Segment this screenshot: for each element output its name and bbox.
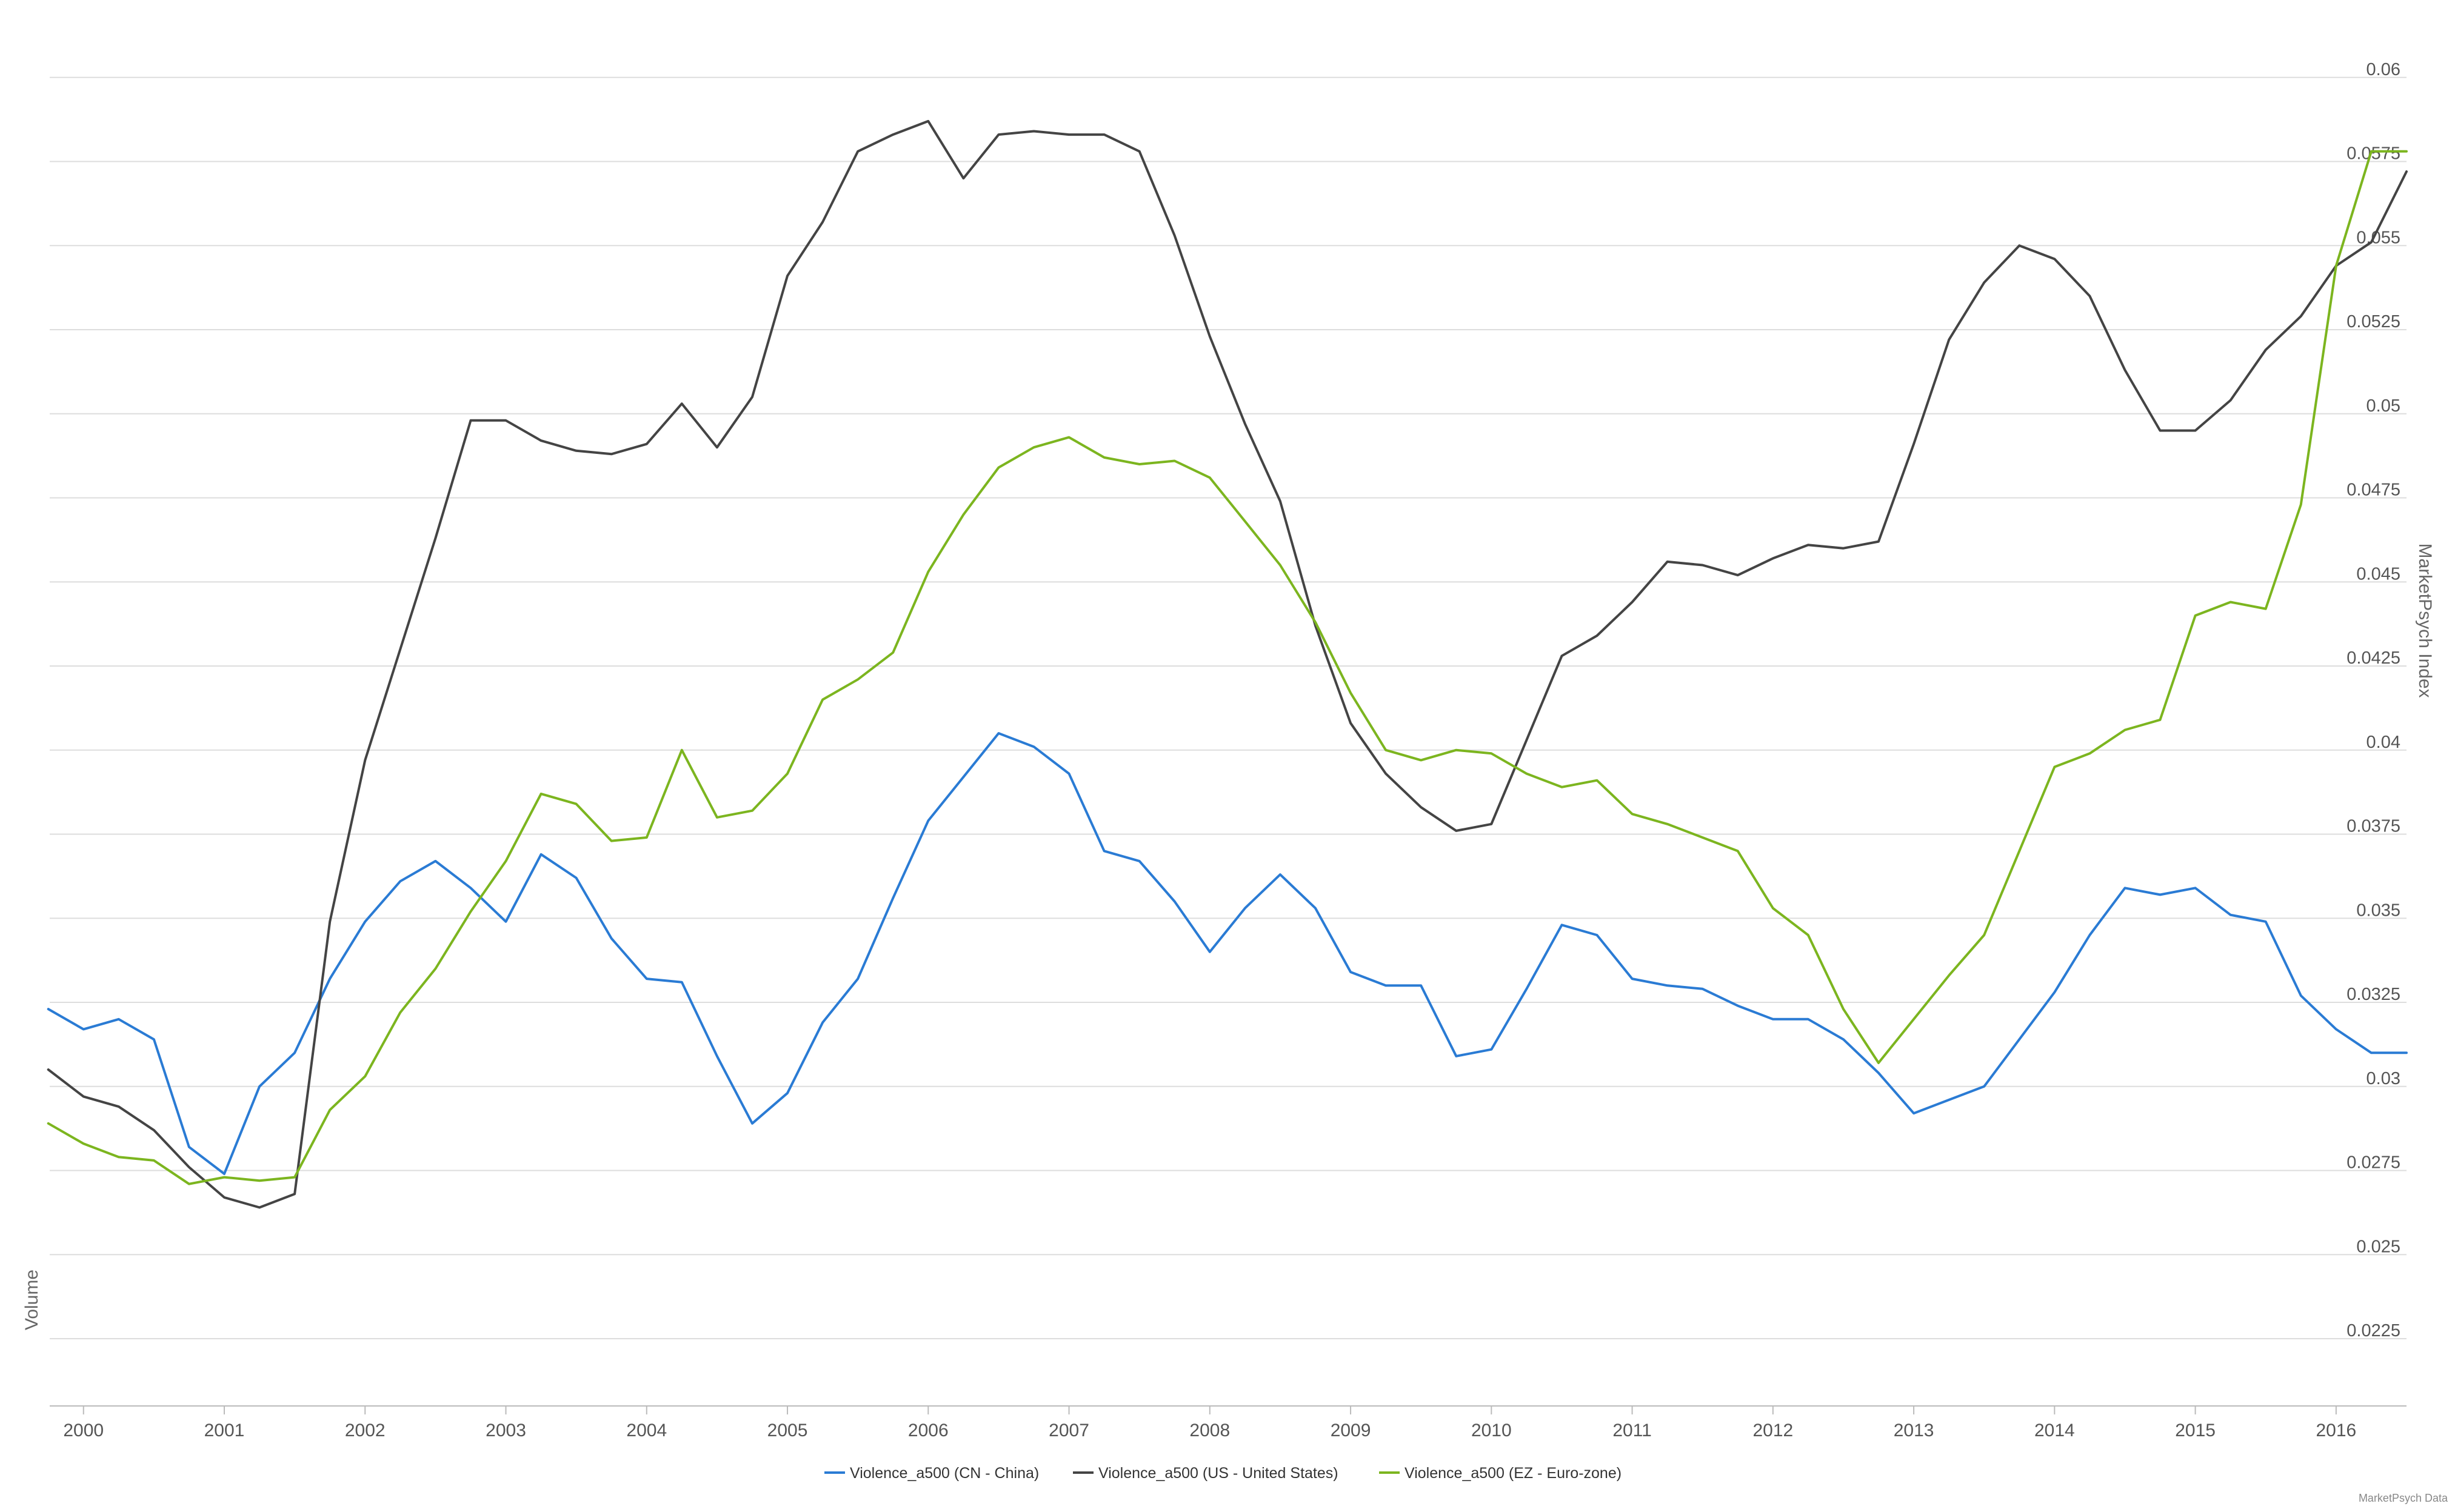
x-tick-label: 2012 [1752,1420,1793,1440]
legend-label: Violence_a500 (US - United States) [1098,1465,1338,1482]
legend-label: Violence_a500 (CN - China) [850,1465,1039,1482]
x-tick-label: 2009 [1331,1420,1371,1440]
y-tick-label: 0.05 [2366,396,2400,416]
series-line-1[interactable] [47,119,2408,1209]
y-tick-label: 0.03 [2366,1069,2400,1088]
y-tick-label: 0.035 [2356,901,2400,920]
y-axis-title-left: Volume [22,1270,42,1330]
y-tick-label: 0.0275 [2346,1153,2400,1173]
x-tick-label: 2005 [767,1420,808,1440]
x-tick-label: 2010 [1471,1420,1512,1440]
y-tick-label: 0.0425 [2346,648,2400,668]
y-tick-label: 0.025 [2356,1237,2400,1256]
x-tick-label: 2000 [63,1420,104,1440]
x-tick-label: 2015 [2175,1420,2216,1440]
y-tick-label: 0.045 [2356,564,2400,584]
y-tick-label: 0.0525 [2346,312,2400,331]
series-line-0[interactable] [47,732,2408,1175]
y-tick-label: 0.0375 [2346,817,2400,836]
x-tick-label: 2013 [1894,1420,1934,1440]
x-tick-label: 2002 [345,1420,386,1440]
legend-label: Violence_a500 (EZ - Euro-zone) [1405,1465,1622,1482]
y-tick-label: 0.0475 [2346,481,2400,500]
x-tick-label: 2006 [908,1420,949,1440]
y-axis-ticks: 0.06 0.0575 0.055 0.0525 0.05 0.0475 0.045 0.04… [2346,60,2400,1340]
credit-text[interactable]: MarketPsych Data [2359,1492,2448,1504]
y-tick-label: 0.0225 [2346,1321,2400,1340]
x-tick-label: 2004 [626,1420,667,1440]
y-tick-label: 0.06 [2366,60,2400,79]
x-axis: 2000 2001 2002 2003 2004 2005 2006 2007 2008 2009… [50,1405,2407,1440]
x-tick-label: 2011 [1612,1420,1652,1440]
series-line-2[interactable] [47,150,2408,1185]
legend-item-2[interactable]: Violence_a500 (EZ - Euro-zone) [1379,1465,1622,1482]
y-tick-label: 0.0325 [2346,985,2400,1004]
legend: Violence_a500 (CN - China) Violence_a500 … [824,1465,1622,1482]
legend-item-1[interactable]: Violence_a500 (US - United States) [1073,1465,1338,1482]
x-tick-label: 2001 [204,1420,245,1440]
x-tick-label: 2003 [486,1420,526,1440]
x-tick-label: 2016 [2316,1420,2356,1440]
y-tick-label: 0.0575 [2346,144,2400,164]
legend-item-0[interactable]: Violence_a500 (CN - China) [824,1465,1039,1482]
series-lines [47,119,2408,1209]
y-tick-label: 0.055 [2356,228,2400,247]
x-tick-label: 2014 [2034,1420,2075,1440]
gridlines [50,76,2407,1339]
y-axis-title-right: MarketPsych Index [2415,543,2435,698]
y-tick-label: 0.04 [2366,733,2400,752]
x-tick-label: 2007 [1049,1420,1089,1440]
x-tick-label: 2008 [1189,1420,1230,1440]
